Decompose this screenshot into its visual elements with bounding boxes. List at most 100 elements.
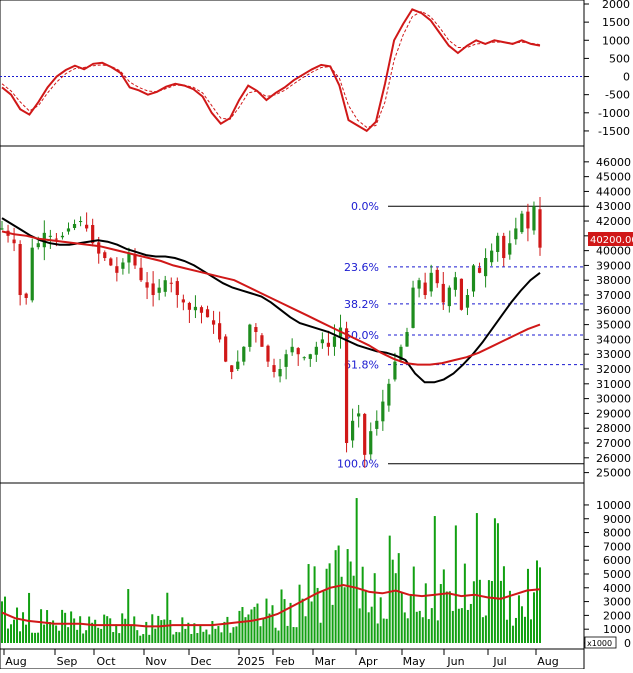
fib-level-label: 0.0% [351, 200, 379, 213]
volume-bar [25, 624, 28, 643]
volume-bar [442, 569, 445, 643]
candle-body [465, 295, 470, 308]
x-axis-label: Oct [96, 655, 116, 668]
volume-bar [13, 619, 16, 643]
volume-bar [148, 634, 151, 643]
volume-bar [16, 607, 19, 643]
ma-fast-line [1, 217, 541, 384]
volume-bar [328, 563, 331, 643]
candle-body [296, 348, 300, 355]
volume-tick-label: 5000 [603, 568, 631, 581]
price-tick-label: 27000 [596, 437, 631, 450]
candle-body [477, 267, 482, 273]
candle-body [181, 299, 185, 303]
volume-bar [211, 621, 214, 643]
candle-body [60, 235, 65, 238]
candle-body [357, 413, 361, 417]
volume-bar [166, 592, 169, 643]
candle-body [532, 206, 536, 231]
candle-body [363, 413, 367, 455]
volume-ma-line [1, 583, 541, 628]
candle-body [399, 346, 403, 361]
volume-bar [304, 616, 307, 643]
candle-body [483, 258, 488, 277]
price-tick-label: 25000 [596, 467, 631, 480]
volume-bar [241, 607, 244, 643]
candle-body [272, 365, 276, 372]
volume-bar [292, 627, 295, 643]
volume-bar [37, 632, 40, 643]
volume-bar [256, 603, 259, 643]
candle-body [302, 357, 306, 359]
volume-bar [496, 523, 499, 643]
volume-bar [430, 608, 433, 643]
x-axis-label: Sep [57, 655, 78, 668]
candle-body [139, 267, 143, 281]
candle-body [369, 431, 373, 455]
x-axis-label: Nov [145, 655, 167, 668]
price-tick-label: 40000 [596, 245, 631, 258]
volume-bar [334, 550, 337, 643]
volume-bar [448, 591, 451, 643]
candle-body [308, 354, 312, 359]
volume-bar [226, 616, 229, 643]
volume-tick-label: 1000 [603, 623, 631, 636]
volume-bar [157, 615, 160, 643]
candle-body [97, 242, 101, 254]
volume-bar [313, 566, 316, 643]
volume-bar [202, 631, 205, 643]
candle-body [230, 365, 234, 372]
candle-body [344, 328, 349, 444]
volume-bar [478, 579, 481, 643]
volume-bar [514, 617, 517, 643]
volume-bar [322, 591, 325, 643]
volume-bar [229, 632, 232, 643]
volume-bar [145, 621, 148, 643]
volume-bar [220, 632, 223, 643]
volume-bar [382, 618, 385, 643]
volume-bar [388, 535, 391, 643]
volume-bar [31, 632, 34, 643]
macd-tick-label: 500 [609, 52, 630, 65]
price-tick-label: 42000 [596, 215, 631, 228]
volume-bar [415, 611, 418, 643]
volume-bar [457, 608, 460, 643]
price-tick-label: 34000 [596, 333, 631, 346]
volume-bar [232, 627, 235, 643]
x-axis-label: Dec [190, 655, 211, 668]
candle-body [405, 332, 409, 347]
volume-bar [4, 596, 7, 643]
volume-bar [526, 568, 529, 643]
volume-bar [451, 610, 454, 643]
volume-tick-label: 0 [624, 637, 631, 650]
volume-tick-label: 6000 [603, 554, 631, 567]
volume-bar [43, 624, 46, 643]
volume-bar [247, 614, 250, 643]
volume-bar [523, 616, 526, 643]
fib-level-label: 61.8% [344, 359, 379, 372]
volume-bar [124, 618, 127, 643]
volume-bar [91, 622, 94, 643]
volume-bar [238, 610, 241, 643]
volume-bar [460, 608, 463, 643]
volume-bar [283, 599, 286, 643]
price-tick-label: 43000 [596, 200, 631, 213]
volume-bar [199, 625, 202, 643]
volume-bar [52, 620, 55, 643]
volume-bar [106, 616, 109, 643]
volume-bar [532, 592, 535, 643]
volume-bar [400, 592, 403, 643]
candle-body [423, 282, 427, 296]
price-tick-label: 38000 [596, 274, 631, 287]
volume-bar [373, 573, 376, 643]
price-panel [0, 145, 585, 484]
candle-body [284, 354, 288, 367]
candle-body [157, 287, 161, 293]
volume-bar [217, 626, 220, 643]
volume-bar [160, 620, 163, 643]
candle-body [520, 213, 524, 233]
candle-body [381, 401, 385, 422]
volume-bar [28, 592, 31, 643]
volume-bar [1, 601, 3, 643]
candle-body [260, 335, 264, 347]
